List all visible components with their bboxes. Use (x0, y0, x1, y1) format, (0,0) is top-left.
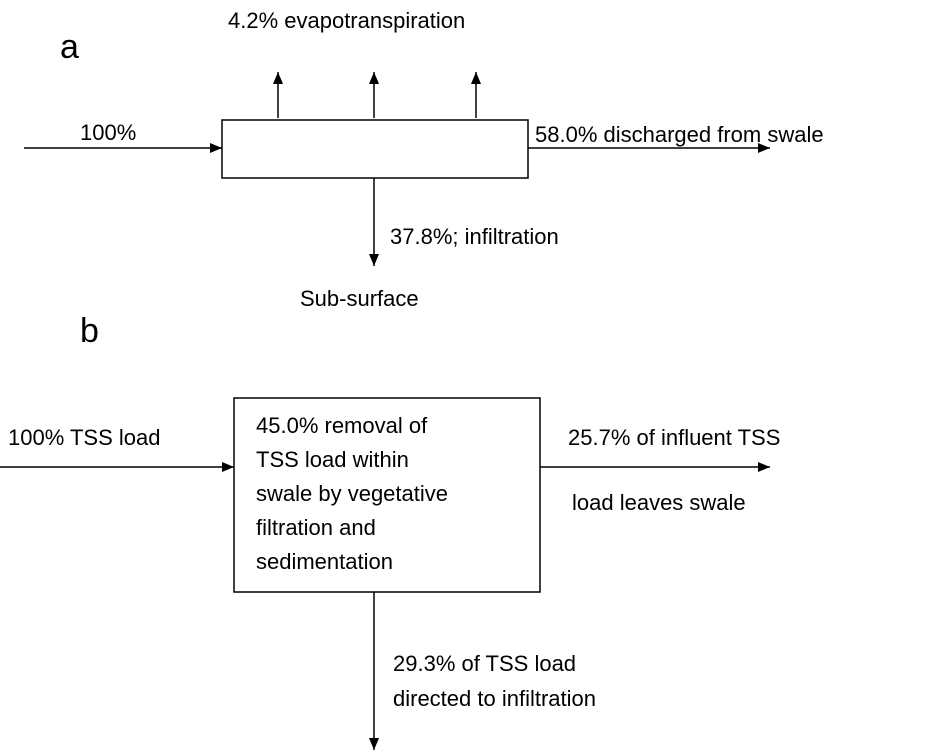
box-line: swale by vegetative (256, 481, 448, 506)
outflow-label: 58.0% discharged from swale (535, 122, 824, 147)
top-label: 4.2% evapotranspiration (228, 8, 465, 33)
box-line: filtration and (256, 515, 376, 540)
bottom-label: Sub-surface (300, 286, 419, 311)
box (221, 119, 529, 179)
box-line: sedimentation (256, 549, 393, 574)
down-label: 37.8%; infiltration (390, 224, 559, 249)
panel-label: a (60, 28, 79, 66)
box-line: TSS load within (256, 447, 409, 472)
outflow-label: 25.7% of influent TSS (568, 425, 780, 450)
down-label: 29.3% of TSS load (393, 651, 576, 676)
panel-label: b (80, 312, 99, 350)
outflow-label: load leaves swale (572, 490, 746, 515)
box (233, 397, 541, 593)
box-line: 45.0% removal of (256, 413, 428, 438)
inflow-label: 100% (80, 120, 136, 145)
down-label: directed to infiltration (393, 686, 596, 711)
inflow-label: 100% TSS load (8, 425, 160, 450)
